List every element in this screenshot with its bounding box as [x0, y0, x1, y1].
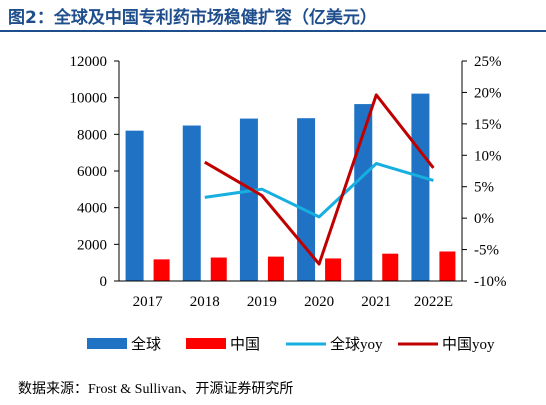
x-tick-label: 2022E	[414, 294, 453, 310]
bar-china	[325, 258, 342, 281]
bar-global	[182, 125, 201, 282]
bar-series	[125, 93, 456, 282]
left-tick-label: 2000	[77, 237, 107, 253]
x-tick-label: 2021	[361, 294, 391, 310]
left-tick-label: 8000	[77, 127, 107, 143]
left-y-axis: 0 2000 4000 6000 8000 10000 12000	[70, 54, 120, 290]
right-tick-label: 5%	[474, 180, 494, 196]
bar-global	[411, 93, 430, 281]
right-tick-label: -10%	[474, 274, 507, 290]
x-tick-label: 2018	[190, 294, 220, 310]
legend: 全球 中国 全球yoy 中国yoy	[87, 335, 495, 353]
legend-swatch	[87, 338, 127, 349]
x-tick-label: 2020	[304, 294, 334, 310]
combo-chart: 0 2000 4000 6000 8000 10000 12000 -10% -5% 0% 5% 1…	[70, 54, 507, 353]
bar-global	[297, 118, 316, 281]
right-tick-label: 0%	[474, 211, 494, 227]
left-tick-label: 12000	[70, 54, 108, 70]
legend-label: 全球yoy	[330, 335, 383, 353]
bar-global	[125, 130, 144, 281]
line-series	[204, 93, 435, 266]
right-tick-label: 25%	[474, 54, 502, 70]
source-note: 数据来源：Frost & Sullivan、开源证券研究所	[18, 382, 294, 397]
right-tick-label: 20%	[474, 85, 502, 101]
legend-label: 中国	[230, 336, 260, 353]
right-tick-label: 10%	[474, 148, 502, 164]
line-global-yoy	[204, 162, 434, 219]
bar-china	[439, 251, 456, 281]
x-axis: 2017 2018 2019 2020 2021 2022E	[119, 280, 462, 310]
bar-china	[382, 253, 399, 281]
right-tick-label: 15%	[474, 117, 502, 133]
bar-global	[239, 118, 258, 281]
chart-title: 图2：全球及中国专利药市场稳健扩容（亿美元）	[8, 8, 377, 28]
left-tick-label: 4000	[77, 201, 107, 217]
legend-label: 中国yoy	[442, 336, 495, 353]
left-tick-label: 10000	[70, 91, 108, 107]
bar-china	[210, 257, 227, 281]
right-tick-label: -5%	[474, 243, 499, 259]
x-tick-label: 2017	[133, 294, 164, 310]
left-tick-label: 0	[100, 274, 108, 290]
bar-china	[153, 259, 170, 281]
bar-china	[267, 256, 284, 281]
x-tick-label: 2019	[247, 294, 277, 310]
title-underline	[0, 30, 546, 32]
legend-label: 全球	[131, 335, 161, 353]
legend-swatch	[186, 338, 226, 349]
line-china-yoy	[204, 93, 435, 266]
left-tick-label: 6000	[77, 164, 107, 180]
right-y-axis: -10% -5% 0% 5% 10% 15% 20% 25%	[461, 54, 507, 290]
